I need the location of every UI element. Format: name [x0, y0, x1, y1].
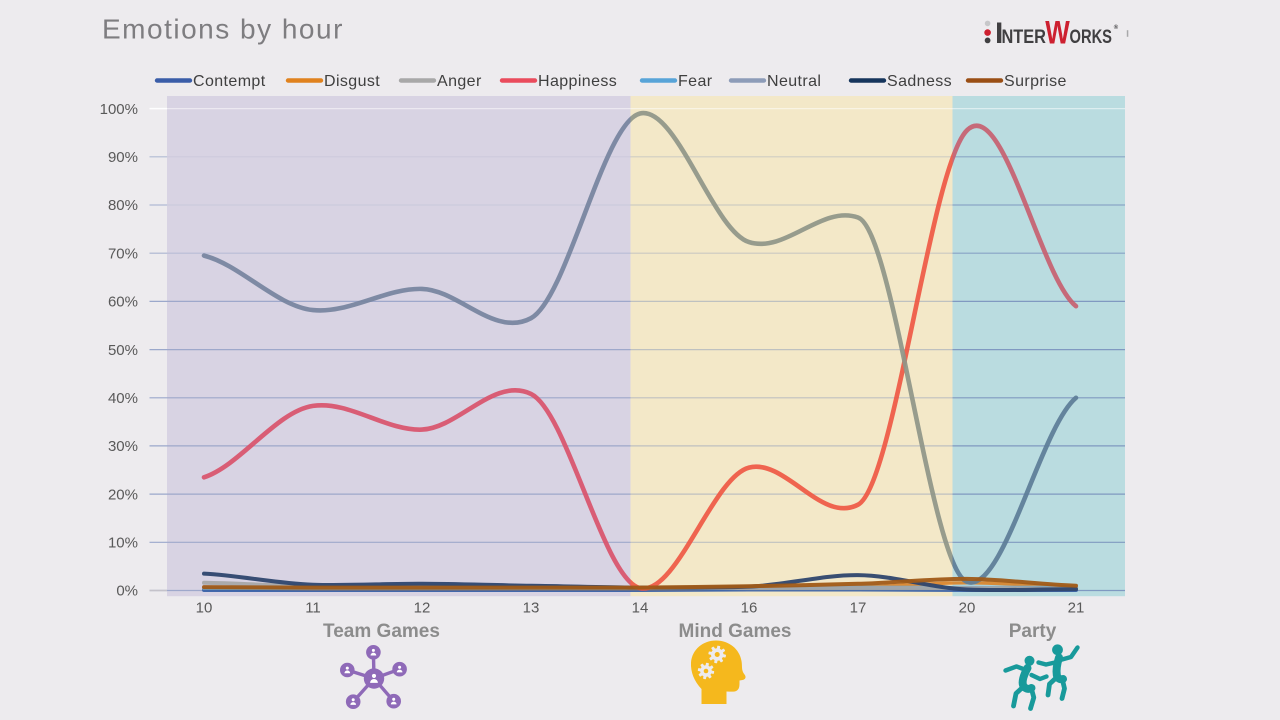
svg-text:Mind Games: Mind Games [679, 621, 792, 642]
svg-text:10%: 10% [108, 535, 138, 552]
svg-text:Disgust: Disgust [324, 73, 380, 90]
svg-text:Fear: Fear [678, 73, 713, 90]
svg-text:Contempt: Contempt [193, 73, 266, 90]
svg-text:100%: 100% [100, 101, 138, 118]
svg-text:40%: 40% [108, 390, 138, 407]
svg-text:Anger: Anger [437, 73, 482, 90]
svg-text:10: 10 [196, 600, 213, 617]
svg-text:NTER: NTER [1002, 26, 1047, 48]
svg-text:21: 21 [1068, 600, 1085, 617]
svg-text:50%: 50% [108, 342, 138, 359]
svg-text:ORKS: ORKS [1070, 26, 1113, 48]
svg-text:W: W [1045, 15, 1070, 51]
svg-text:Party: Party [1009, 621, 1057, 642]
svg-text:®: ® [1114, 24, 1119, 31]
svg-text:0%: 0% [116, 583, 138, 600]
svg-text:Happiness: Happiness [538, 73, 617, 90]
svg-text:Neutral: Neutral [767, 73, 821, 90]
svg-text:13: 13 [523, 600, 540, 617]
svg-text:Sadness: Sadness [887, 73, 952, 90]
svg-text:20: 20 [959, 600, 976, 617]
svg-text:16: 16 [741, 600, 758, 617]
svg-text:70%: 70% [108, 245, 138, 262]
svg-text:Emotions by hour: Emotions by hour [102, 14, 344, 45]
svg-text:Surprise: Surprise [1004, 73, 1067, 90]
svg-text:14: 14 [632, 600, 649, 617]
svg-text:20%: 20% [108, 486, 138, 503]
svg-text:80%: 80% [108, 197, 138, 214]
svg-text:11: 11 [305, 600, 321, 617]
svg-text:60%: 60% [108, 294, 138, 311]
svg-text:30%: 30% [108, 438, 138, 455]
svg-text:I: I [995, 17, 1003, 50]
svg-text:Team Games: Team Games [323, 621, 440, 642]
svg-text:17: 17 [850, 600, 867, 617]
svg-text:12: 12 [414, 600, 431, 617]
svg-text:90%: 90% [108, 149, 138, 166]
